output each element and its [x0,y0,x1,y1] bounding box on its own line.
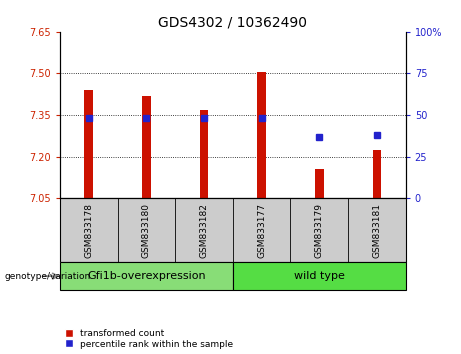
Bar [200,109,208,198]
Text: GSM833179: GSM833179 [315,203,324,258]
Bar [257,72,266,198]
Bar [60,262,233,290]
Legend: transformed count, percentile rank within the sample: transformed count, percentile rank withi… [65,328,234,349]
Text: GSM833177: GSM833177 [257,203,266,258]
Title: GDS4302 / 10362490: GDS4302 / 10362490 [158,15,307,29]
Bar [315,169,324,198]
Text: Gfi1b-overexpression: Gfi1b-overexpression [87,271,206,281]
Bar [142,96,151,198]
Bar [84,90,93,198]
Text: genotype/variation: genotype/variation [5,272,91,281]
Text: GSM833178: GSM833178 [84,203,93,258]
Bar [372,150,381,198]
Text: GSM833181: GSM833181 [372,203,381,258]
Text: wild type: wild type [294,271,345,281]
Bar [233,262,406,290]
Text: GSM833182: GSM833182 [200,203,208,258]
Text: GSM833180: GSM833180 [142,203,151,258]
